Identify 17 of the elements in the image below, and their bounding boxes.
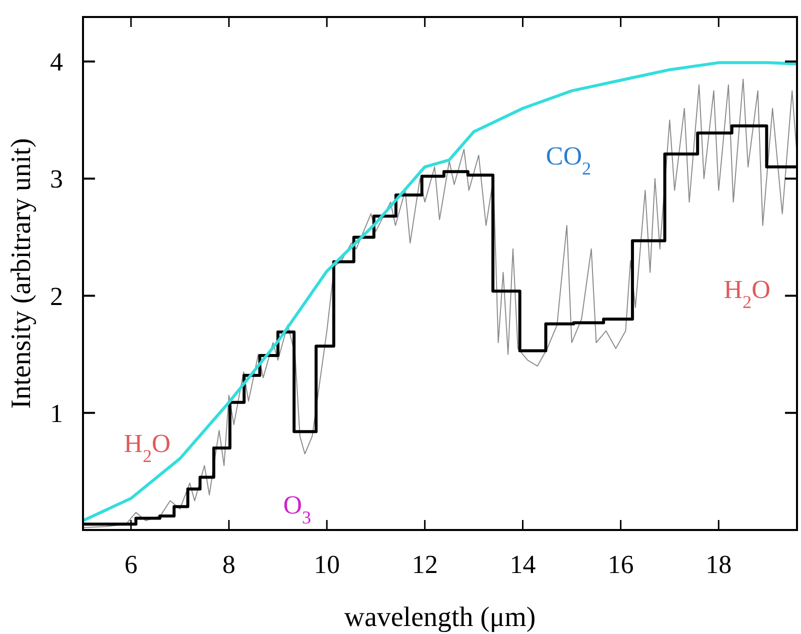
x-axis-title: wavelength (μm) (344, 602, 536, 633)
y-tick-label: 1 (50, 398, 63, 428)
y-axis-title: Intensity (arbitrary unit) (6, 138, 37, 409)
x-tick-label: 8 (222, 550, 236, 579)
x-tick-label: 18 (706, 550, 732, 579)
annotation: H$_{2}$O (724, 274, 770, 312)
x-tick-label: 16 (608, 550, 634, 579)
y-tick-label: 2 (50, 282, 63, 311)
x-tick-label: 6 (124, 550, 138, 579)
annotation: H$_{2}$O (124, 428, 171, 466)
annotation: CO$_{2}$ (546, 142, 592, 179)
x-tick-label: 14 (510, 550, 536, 579)
annotation: O$_{3}$ (283, 490, 312, 528)
y-tick-label: 4 (50, 48, 63, 77)
y-tick-label: 3 (50, 164, 63, 194)
x-tick-label: 10 (314, 550, 340, 579)
x-tick-label: 12 (412, 550, 438, 579)
